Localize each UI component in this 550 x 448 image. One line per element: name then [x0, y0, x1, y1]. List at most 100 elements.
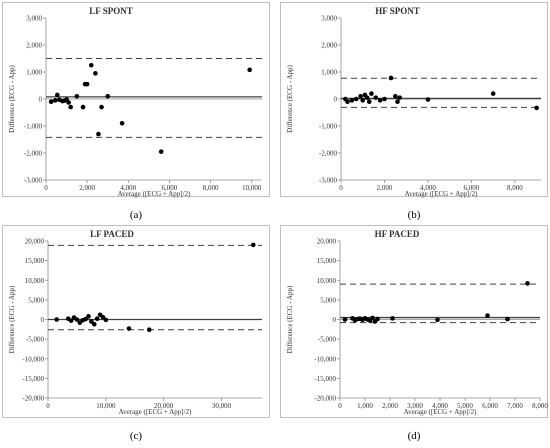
y-tick-label: 0 [333, 316, 337, 324]
y-axis-label: Difference (ECG - App) [286, 64, 294, 132]
data-point [375, 316, 380, 322]
x-tick-label: 0 [339, 184, 343, 192]
y-tick-label: -10,000 [314, 355, 336, 363]
y-tick-label: 15,000 [317, 257, 337, 265]
x-axis-label: Average ([ECG + App]/2) [404, 408, 477, 416]
y-tick-label: 3,000 [321, 15, 337, 23]
panel-label: (a) [130, 209, 143, 221]
chart-panel-4: HF PACED -20,000 -15,000 -10,000 -5,000 0 5,00… [280, 225, 548, 418]
data-point [86, 314, 91, 319]
data-point [490, 91, 496, 96]
y-tick-label: 10,000 [317, 277, 337, 285]
x-axis-label: Average ([ECG + App]/2) [118, 190, 191, 198]
y-tick-label: 15,000 [25, 257, 45, 265]
data-point [349, 98, 355, 103]
y-axis-label: Difference (ECG - App) [8, 64, 16, 132]
x-tick-label: 8,000 [507, 184, 523, 192]
data-point [345, 99, 350, 104]
data-point [505, 316, 510, 322]
x-tick-label: 0 [338, 402, 342, 410]
x-tick-label: 4,000 [432, 402, 448, 410]
x-tick-label: 8,000 [203, 184, 219, 192]
x-tick-label: 6,000 [162, 184, 178, 192]
data-point [146, 327, 152, 333]
y-tick-label: 0 [41, 316, 45, 324]
panel-label: (c) [130, 430, 143, 442]
chart-title: LF PACED [90, 229, 134, 239]
data-point [397, 95, 402, 100]
y-tick-label: 20,000 [25, 238, 45, 246]
data-point [54, 317, 59, 322]
x-tick-label: 2,000 [377, 184, 393, 192]
data-point [88, 62, 94, 68]
data-point [247, 67, 252, 73]
data-point [91, 321, 97, 327]
data-point [93, 71, 98, 76]
data-point [360, 98, 366, 103]
data-point [525, 281, 530, 286]
x-tick-label: 2,000 [79, 184, 95, 192]
y-tick-label: 3,000 [26, 15, 42, 23]
data-point [342, 317, 348, 322]
data-point [94, 316, 100, 322]
y-tick-label: -5,000 [26, 336, 45, 344]
data-point [393, 94, 398, 99]
data-point [251, 242, 256, 248]
data-point [89, 319, 94, 324]
data-point [83, 316, 88, 322]
x-tick-label: 2,000 [382, 402, 398, 410]
y-tick-label: 2,000 [26, 42, 42, 50]
x-tick-label: 1,000 [357, 402, 373, 410]
chart-title: HF SPONT [375, 6, 419, 16]
data-point [100, 314, 106, 320]
x-axis-label: Average ([ECG + App]/2) [119, 408, 192, 416]
x-tick-label: 20,000 [154, 402, 174, 410]
y-tick-label: 1,000 [26, 69, 42, 77]
data-point [370, 315, 375, 321]
x-tick-label: 6,000 [464, 184, 480, 192]
data-point [55, 92, 60, 98]
chart-title: HF PACED [375, 229, 420, 239]
y-tick-label: 20,000 [317, 238, 337, 246]
y-axis-label: Difference (ECG - App) [286, 285, 294, 353]
x-tick-label: 4,000 [120, 184, 136, 192]
data-point [353, 96, 359, 102]
y-tick-label: -3,000 [319, 177, 338, 185]
data-point [52, 98, 58, 103]
y-tick-label: -5,000 [318, 336, 337, 344]
data-point [364, 95, 370, 100]
data-point [119, 121, 125, 126]
data-point [68, 104, 73, 110]
chart-panel-3: LF PACED -20,000 -15,000 -10,000 -5,000 0 5,00… [2, 225, 270, 418]
data-point [99, 104, 104, 110]
data-point [382, 96, 387, 102]
y-tick-label: 0 [334, 96, 338, 104]
x-tick-label: 8,000 [532, 402, 548, 410]
panel-label: (b) [408, 209, 421, 221]
y-tick-label: -1,000 [24, 123, 43, 131]
data-point [48, 99, 54, 104]
x-tick-label: 0 [44, 184, 48, 192]
x-tick-label: 10,000 [242, 184, 262, 192]
panel-label: (d) [408, 430, 421, 442]
data-point [435, 317, 440, 323]
data-point [534, 105, 539, 111]
y-tick-label: -15,000 [314, 375, 336, 383]
data-point [66, 100, 71, 105]
panel-frame [280, 225, 548, 418]
data-point [96, 131, 101, 137]
y-tick-label: -2,000 [319, 150, 338, 158]
y-axis-label: Difference (ECG - App) [8, 285, 16, 353]
y-tick-label: -2,000 [24, 150, 43, 158]
x-tick-label: 3,000 [407, 402, 423, 410]
data-point [485, 313, 490, 318]
y-tick-label: 10,000 [25, 277, 45, 285]
data-point [377, 98, 383, 103]
x-tick-label: 5,000 [457, 402, 473, 410]
data-point [425, 97, 431, 102]
data-point [68, 318, 74, 323]
chart-panel-1: LF SPONT -3,000 -2,000 -1,000 0 1,000 2,000 3,0… [2, 2, 270, 198]
y-tick-label: 0 [39, 96, 43, 104]
y-tick-label: -1,000 [319, 123, 338, 131]
x-tick-label: 4,000 [420, 184, 436, 192]
